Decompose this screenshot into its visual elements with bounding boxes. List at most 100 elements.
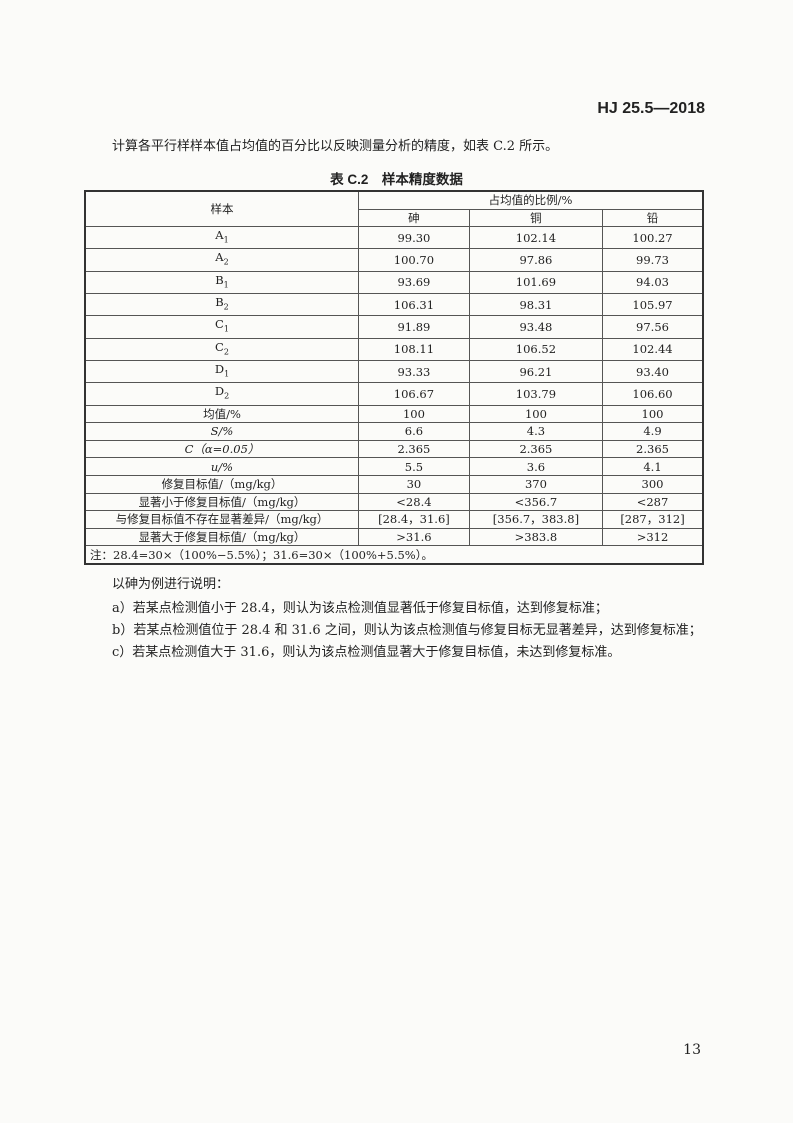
table-row: C（α=0.05） 2.365 2.365 2.365 [84,439,704,459]
table-cell: 100 [602,404,704,424]
row-label: B2 [84,293,359,317]
table-cell: 30 [358,474,470,494]
row-label-text: 显著大于修复目标值/（mg/kg） [138,530,306,545]
row-label: A2 [84,248,359,272]
row-label-text: C [215,317,224,332]
row-label: 与修复目标值不存在显著差异/（mg/kg） [84,510,359,529]
table-cell: 4.1 [602,457,704,476]
table-subheader-row: 砷 铜 铅 [85,208,704,228]
table-cell: 93.40 [602,359,704,384]
table-cell: 3.6 [468,457,604,476]
table-cell: 2.365 [468,439,604,459]
header-col: 铜 [468,208,604,228]
row-label-text: 均值/% [203,406,241,421]
row-label-subscript: 1 [223,235,229,245]
row-label: A1 [84,226,359,250]
table-cell: 93.69 [358,270,470,295]
row-label-subscript: 2 [223,302,229,312]
header-group: 占均值的比例/% [358,190,704,210]
table-cell: 4.9 [602,422,704,441]
header-col: 砷 [358,208,470,228]
row-label-subscript: 1 [224,369,230,379]
table-cell: 300 [602,474,704,494]
row-label: D2 [84,382,359,406]
row-label-subscript: 2 [223,346,229,356]
table-cell: >31.6 [358,527,470,547]
table-row: 与修复目标值不存在显著差异/（mg/kg） [28.4，31.6] [356.7，3… [84,510,704,529]
table-row: A1 99.30 102.14 100.27 [84,226,704,250]
explanation-item: b）若某点检测值位于 28.4 和 31.6 之间，则认为该点检测值与修复目标无… [112,623,702,638]
row-label-text: B [215,272,224,287]
table-cell: 370 [468,474,604,494]
table-row: 显著大于修复目标值/（mg/kg） >31.6 >383.8 >312 [84,527,704,547]
row-label-text: 修复目标值/（mg/kg） [161,477,283,492]
table-cell: [356.7，383.8] [468,510,604,529]
table-row: C2 108.11 106.52 102.44 [84,337,704,361]
table-cell: >383.8 [468,527,604,547]
row-label-text: A [215,250,224,265]
explanation-item: c）若某点检测值大于 31.6，则认为该点检测值显著大于修复目标值，未达到修复标… [112,645,621,660]
standard-code: HJ 25.5—2018 [597,100,705,117]
table-cell: 4.3 [468,422,604,441]
table-cell: 94.03 [602,270,704,295]
row-label: C（α=0.05） [84,439,359,459]
table-cell: <287 [602,492,704,512]
row-label-text: 显著小于修复目标值/（mg/kg） [138,494,306,509]
table-cell: 99.73 [602,248,704,272]
precision-table: 样本 占均值的比例/% 砷 铜 铅 A1 99.30 102.14 100.27 A2 1… [84,190,704,565]
row-label-text: D [214,361,225,376]
row-label-text: C（α=0.05） [184,442,260,457]
table-cell: 106.67 [358,382,470,406]
table-cell: [287，312] [602,510,704,529]
table-cell: 103.79 [468,382,604,406]
table-cell: 106.52 [468,337,604,361]
table-cell: 108.11 [358,337,470,361]
page-number: 13 [683,1042,701,1058]
row-label-text: B [215,295,224,310]
table-cell: 2.365 [602,439,704,459]
table-cell: 100.70 [358,248,470,272]
table-cell: 96.21 [468,359,604,384]
row-label-subscript: 1 [223,324,229,334]
header-sample: 样本 [84,190,359,228]
explanation-lead: 以砷为例进行说明： [112,577,230,592]
table-cell: [28.4，31.6] [358,510,470,529]
table-caption: 表 C.2 样本精度数据 [330,172,463,187]
table-row: A2 100.70 97.86 99.73 [84,248,704,272]
table-note: 注：28.4=30×（100%−5.5%）；31.6=30×（100%+5.5%… [84,545,704,565]
table-cell: <28.4 [358,492,470,512]
row-label-text: A [215,228,224,243]
table-cell: 98.31 [468,293,604,317]
table-row: D1 93.33 96.21 93.40 [84,359,704,384]
table-cell: 93.33 [358,359,470,384]
table-cell: 105.97 [602,293,704,317]
table-cell: 2.365 [358,439,470,459]
explanation-item: a）若某点检测值小于 28.4，则认为该点检测值显著低于修复目标值，达到修复标准… [112,601,608,616]
table-row: 均值/% 100 100 100 [84,404,704,424]
table-cell: 100.27 [602,226,704,250]
row-label: u/% [84,457,359,476]
table-cell: 97.86 [468,248,604,272]
row-label-subscript: 1 [223,280,229,290]
row-label-text: C [215,339,224,354]
table-row: 显著小于修复目标值/（mg/kg） <28.4 <356.7 <287 [84,492,704,512]
row-label: C1 [84,315,359,339]
row-label: C2 [84,337,359,361]
row-label-text: u/% [210,459,234,474]
table-row: C1 91.89 93.48 97.56 [84,315,704,339]
table-cell: 91.89 [358,315,470,339]
table-cell: 100 [358,404,470,424]
table-cell: 102.14 [468,226,604,250]
row-label-text: 与修复目标值不存在显著差异/（mg/kg） [115,512,329,527]
table-cell: 101.69 [468,270,604,295]
table-cell: 106.60 [602,382,704,406]
table-cell: 6.6 [358,422,470,441]
table-row: u/% 5.5 3.6 4.1 [84,457,704,476]
header-col: 铅 [602,208,704,228]
intro-text: 计算各平行样样本值占均值的百分比以反映测量分析的精度，如表 C.2 所示。 [112,139,559,154]
table-row: S/% 6.6 4.3 4.9 [84,422,704,441]
row-label-subscript: 2 [223,257,229,267]
table-cell: 100 [468,404,604,424]
table-cell: 93.48 [468,315,604,339]
table-header-row: 样本 占均值的比例/% [84,190,704,228]
